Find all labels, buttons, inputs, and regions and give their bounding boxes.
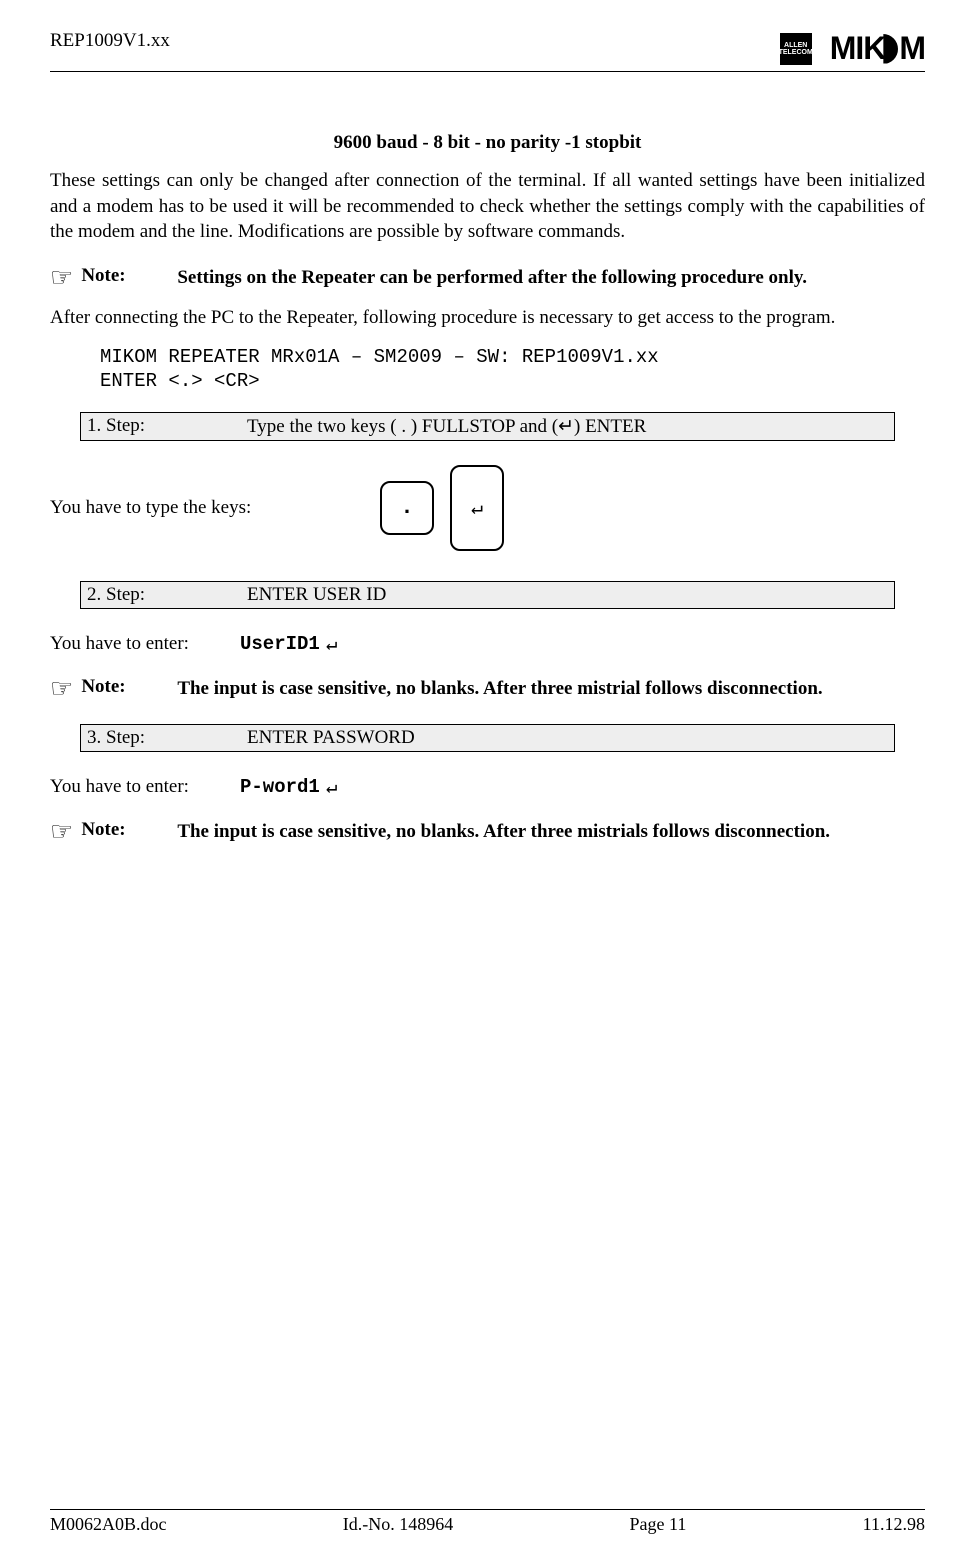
note-label: Note: <box>81 819 177 845</box>
terminal-output: MIKOM REPEATER MRx01A – SM2009 – SW: REP… <box>100 345 925 394</box>
mikom-logo: MIK M <box>830 30 925 67</box>
note-text: The input is case sensitive, no blanks. … <box>177 676 925 702</box>
footer-id: Id.-No. 148964 <box>343 1514 454 1535</box>
page-footer: M0062A0B.doc Id.-No. 148964 Page 11 11.1… <box>50 1509 925 1535</box>
intro-paragraph: These settings can only be changed after… <box>50 168 925 245</box>
enter-suffix-1: ↵ <box>326 633 337 656</box>
note-text: Settings on the Repeater can be performe… <box>177 265 925 291</box>
footer-file: M0062A0B.doc <box>50 1514 167 1535</box>
header-doc-code: REP1009V1.xx <box>50 30 170 52</box>
note-3: ☞ Note: The input is case sensitive, no … <box>50 819 925 845</box>
pointing-hand-icon: ☞ <box>50 819 73 845</box>
logo-line1: ALLEN <box>784 42 807 49</box>
step-1-text: Type the two keys ( . ) FULLSTOP and (↵)… <box>247 415 646 438</box>
step-3-label: 3. Step: <box>87 727 247 749</box>
mikom-logo-text: MIK <box>830 30 886 67</box>
step-1-label: 1. Step: <box>87 415 247 438</box>
mikom-half-icon <box>883 34 901 64</box>
step-3-box: 3. Step: ENTER PASSWORD <box>80 724 895 752</box>
enter-suffix-2: ↵ <box>326 776 337 799</box>
keycap-fullstop: . <box>380 481 434 535</box>
step-2-label: 2. Step: <box>87 584 247 606</box>
config-title: 9600 baud - 8 bit - no parity -1 stopbit <box>50 132 925 154</box>
step-2-box: 2. Step: ENTER USER ID <box>80 581 895 609</box>
enter-userid-row: You have to enter: UserID1 ↵ <box>50 633 925 656</box>
keycap-enter: ↵ <box>450 465 504 551</box>
step-2-text: ENTER USER ID <box>247 584 386 606</box>
footer-date: 11.12.98 <box>863 1514 925 1535</box>
pointing-hand-icon: ☞ <box>50 265 73 291</box>
content: 9600 baud - 8 bit - no parity -1 stopbit… <box>50 72 925 1509</box>
allen-telecom-logo: ALLEN TELECOM <box>780 33 812 65</box>
note-text: The input is case sensitive, no blanks. … <box>177 819 925 845</box>
note-1: ☞ Note: Settings on the Repeater can be … <box>50 265 925 291</box>
enter-prompt-2: You have to enter: <box>50 776 240 799</box>
page: REP1009V1.xx ALLEN TELECOM MIK M 9600 bau… <box>0 0 975 1555</box>
enter-value-password: P-word1 <box>240 776 320 799</box>
footer-page: Page 11 <box>630 1514 687 1535</box>
keys-row: You have to type the keys: . ↵ <box>50 465 925 551</box>
note-2: ☞ Note: The input is case sensitive, no … <box>50 676 925 702</box>
enter-value-userid: UserID1 <box>240 633 320 656</box>
header-logos: ALLEN TELECOM MIK M <box>780 30 925 67</box>
enter-password-row: You have to enter: P-word1 ↵ <box>50 776 925 799</box>
logo-line2: TELECOM <box>779 49 813 56</box>
note-label: Note: <box>81 676 177 702</box>
pointing-hand-icon: ☞ <box>50 676 73 702</box>
step-3-text: ENTER PASSWORD <box>247 727 415 749</box>
note-label: Note: <box>81 265 177 291</box>
mikom-logo-text2: M <box>899 30 925 67</box>
keys-prompt: You have to type the keys: <box>50 497 380 519</box>
page-header: REP1009V1.xx ALLEN TELECOM MIK M <box>50 30 925 72</box>
enter-prompt-1: You have to enter: <box>50 633 240 656</box>
step-1-box: 1. Step: Type the two keys ( . ) FULLSTO… <box>80 412 895 441</box>
after-connect-paragraph: After connecting the PC to the Repeater,… <box>50 305 925 331</box>
